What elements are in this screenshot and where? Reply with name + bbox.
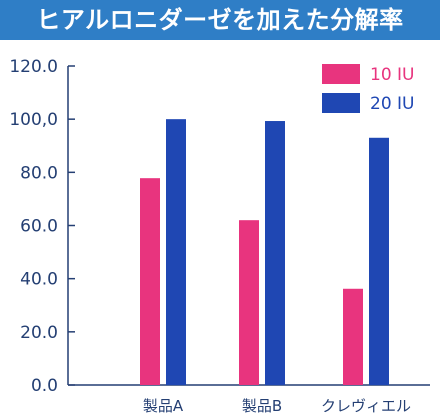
x-category-label: 製品B [242,397,282,415]
y-tick-label: 120.0 [9,57,58,77]
bar-20iu [265,121,285,385]
y-tick-label: 0.0 [31,376,58,396]
legend-swatch [322,64,360,84]
legend-label: 10 IU [370,65,415,85]
y-tick-label: 20.0 [20,323,58,343]
y-tick-label: 100,0 [9,110,58,130]
x-category-label: クレヴィエル [321,397,411,415]
x-category-label: 製品A [143,397,184,415]
bar-10iu [239,220,259,385]
bar-10iu [140,178,160,385]
bar-20iu [166,119,186,386]
chart-title: ヒアルロニダーゼを加えた分解率 [36,6,404,34]
bar-10iu [343,288,363,385]
title-bar [0,0,440,40]
bar-20iu [369,137,389,385]
legend-swatch [322,93,360,113]
y-tick-label: 60.0 [20,217,58,237]
y-tick-label: 40.0 [20,270,58,290]
y-tick-label: 80.0 [20,163,58,183]
legend-label: 20 IU [370,94,415,114]
